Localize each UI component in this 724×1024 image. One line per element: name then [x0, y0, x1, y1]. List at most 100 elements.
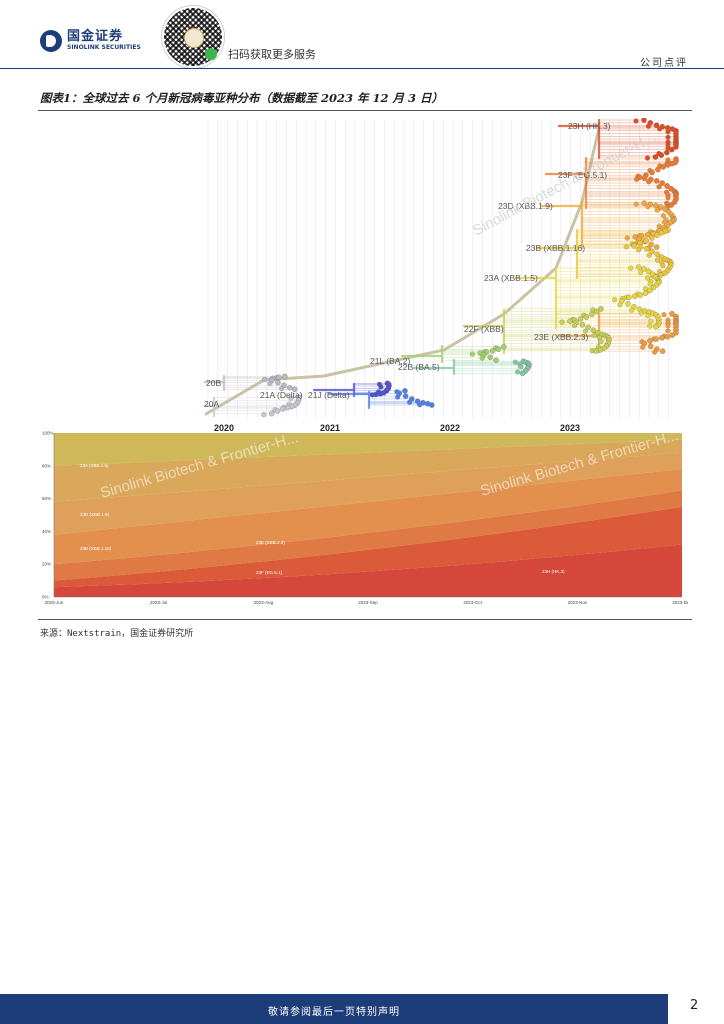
y-tick-label: 20%	[42, 562, 51, 567]
x-tick-label: 2023-Oct	[463, 600, 482, 605]
tree-tip-dot	[512, 359, 518, 365]
tree-tip-dot	[647, 287, 653, 294]
tree-tip-dot	[274, 408, 281, 414]
tree-tip-dot	[648, 241, 654, 248]
clade-label: 21L (BA.2)	[370, 356, 410, 366]
x-tick-label: 2023-Dec	[672, 600, 688, 605]
tree-tip-dot	[650, 284, 657, 291]
qr-center-logo	[184, 28, 204, 48]
company-logo: 国金证券 SINOLINK SECURITIES	[40, 28, 141, 54]
tree-tip-dot	[402, 388, 408, 394]
tree-tip-dot	[644, 231, 651, 238]
tree-year-label: 2021	[320, 423, 340, 433]
tree-tip-dot	[469, 351, 475, 357]
header-divider	[0, 68, 724, 69]
tree-tip-dot	[626, 294, 632, 301]
figure-bottom-rule	[38, 619, 692, 620]
stream-layer	[54, 439, 682, 502]
tree-tip-dot	[288, 395, 294, 401]
clade-label: 23E (XBB.2.3)	[534, 332, 589, 342]
clade-label: 23A (XBB.1.5)	[484, 273, 538, 283]
tree-tip-dot	[638, 269, 644, 275]
tree-tip-dot	[292, 386, 298, 393]
tree-tip-dot	[647, 338, 653, 344]
clade-label: 23D (XBB.1.9)	[498, 201, 553, 211]
y-tick-label: 80%	[42, 463, 51, 468]
tree-tip-dot	[598, 338, 604, 344]
tree-tip-dot	[637, 292, 644, 298]
clade-label: 21J (Delta)	[308, 390, 350, 400]
tree-tip-dot	[638, 310, 644, 316]
tree-tip-dot	[643, 246, 650, 252]
tree-tip-dot	[589, 311, 595, 318]
tree-year-label: 2020	[214, 423, 234, 433]
tree-tip-dot	[479, 355, 485, 361]
tree-tip-dot	[673, 144, 679, 150]
tree-tip-dot	[656, 184, 662, 190]
tree-tip-dot	[641, 200, 647, 206]
tree-tip-dot	[267, 381, 273, 387]
tree-tip-dot	[660, 263, 666, 269]
tree-tip-dot	[665, 162, 671, 168]
tree-tip-dot	[282, 373, 288, 380]
tree-tip-dot	[262, 376, 268, 382]
clade-label: 23H (HK.3)	[568, 121, 611, 131]
footer-band: 敬请参阅最后一页特别声明	[0, 994, 668, 1024]
tree-tip-dot	[583, 314, 590, 320]
logo-en-text: SINOLINK SECURITIES	[67, 44, 141, 51]
clade-label: 23F (EG.5.1)	[558, 170, 607, 180]
x-tick-label: 2023-Aug	[254, 600, 274, 605]
y-tick-label: 40%	[42, 529, 51, 534]
tree-tip-dot	[646, 179, 652, 185]
tree-tip-dot	[612, 297, 618, 303]
tree-tip-dot	[625, 301, 631, 307]
x-tick-label: 2023-Nov	[568, 600, 588, 605]
tree-year-label: 2022	[440, 423, 460, 433]
tree-tip-dot	[590, 327, 597, 333]
tree-tip-dot	[654, 251, 661, 258]
tree-tip-dot	[664, 334, 671, 340]
x-tick-label: 2023-Sep	[358, 600, 378, 605]
tree-tip-dot	[652, 154, 659, 160]
qr-caption: 扫码获取更多服务	[228, 48, 316, 61]
clade-label: 20A	[204, 399, 219, 409]
tree-tip-dot	[487, 354, 493, 361]
tree-tip-dot	[280, 406, 286, 412]
tree-tip-dot	[653, 323, 659, 330]
tree-tip-dot	[665, 195, 671, 201]
tree-year-label: 2023	[560, 423, 580, 433]
tree-tip-dot	[559, 319, 565, 325]
wechat-badge-icon	[205, 48, 217, 60]
tree-tip-dot	[623, 244, 629, 250]
tree-tip-dot	[373, 391, 379, 398]
tree-tip-dot	[585, 324, 591, 331]
tree-tip-dot	[593, 308, 600, 315]
tree-tip-dot	[664, 183, 670, 189]
tree-tip-dot	[593, 348, 599, 354]
tree-tip-dot	[284, 404, 291, 411]
y-tick-label: 60%	[42, 496, 51, 501]
tree-tip-dot	[571, 323, 577, 329]
figure-source: 来源：Nextstrain，国金证券研究所	[40, 629, 194, 639]
subvariant-share-chart: 100% 80% 60% 40% 20% 0%2023-Jun 2023-Jul 2023-A…	[42, 428, 688, 605]
figure-top-rule	[38, 110, 692, 111]
tree-tip-dot	[641, 118, 647, 123]
tree-tip-dot	[654, 257, 660, 263]
tree-tip-dot	[646, 252, 652, 258]
tree-tip-dot	[652, 349, 658, 355]
tree-tip-dot	[658, 152, 665, 158]
tree-tip-dot	[582, 328, 589, 334]
report-type: 公司点评	[640, 58, 688, 69]
tree-tip-dot	[275, 379, 281, 386]
tree-tip-dot	[515, 369, 521, 375]
tree-tip-dot	[493, 357, 499, 363]
tree-tip-dot	[653, 336, 659, 342]
tree-tip-dot	[640, 344, 646, 350]
tree-tip-dot	[631, 243, 638, 249]
tree-tip-dot	[658, 230, 665, 236]
stream-layer	[54, 544, 682, 597]
tree-tip-dot	[641, 266, 647, 272]
tree-tip-dot	[634, 176, 640, 182]
tree-tip-dot	[659, 180, 665, 186]
stream-layer	[54, 452, 682, 535]
